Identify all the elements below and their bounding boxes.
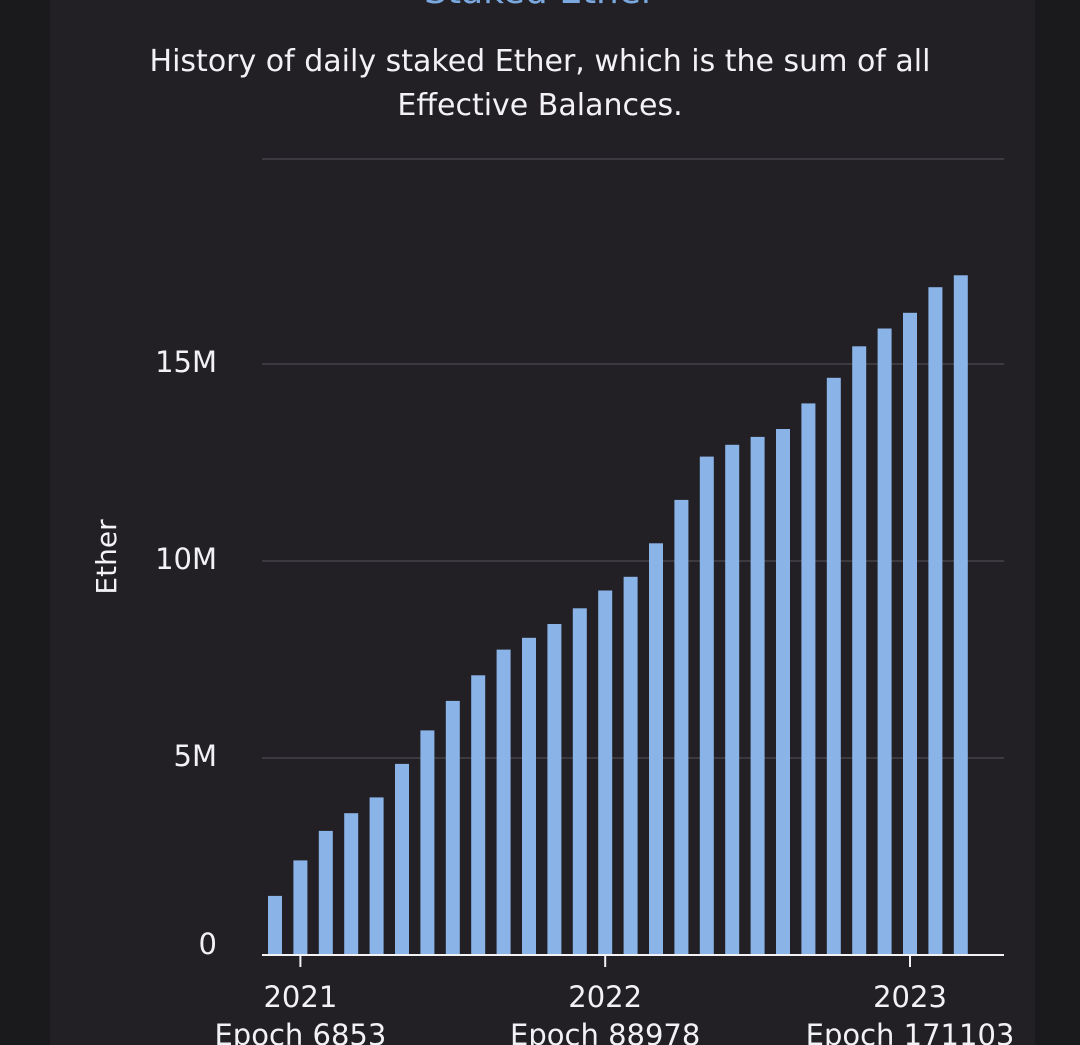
y-tick-label: 15M — [155, 345, 217, 379]
bar — [395, 763, 409, 955]
bar — [623, 576, 638, 955]
bar — [420, 730, 435, 955]
x-tick-epoch-label: Epoch 6853 — [214, 1018, 386, 1045]
x-tick-year-label: 2023 — [873, 980, 947, 1014]
bar — [776, 429, 790, 955]
bar — [928, 287, 943, 955]
bar — [877, 328, 892, 955]
bar — [522, 637, 536, 955]
bar — [445, 700, 460, 955]
bar — [369, 797, 384, 955]
bar — [699, 456, 714, 955]
bar — [471, 675, 486, 955]
bar — [725, 444, 740, 955]
chart-card — [50, 0, 1035, 1045]
bar — [547, 624, 562, 955]
bar — [953, 275, 968, 955]
bar — [496, 649, 511, 955]
x-tick-epoch-label: Epoch 171103 — [806, 1018, 1015, 1045]
y-tick-label: 0 — [199, 927, 217, 961]
bar — [344, 813, 359, 955]
x-tick-year-label: 2021 — [263, 980, 337, 1014]
bar — [572, 608, 587, 955]
bar — [801, 403, 816, 955]
bar — [649, 543, 663, 955]
bar — [852, 346, 867, 955]
bar — [903, 312, 917, 955]
x-axis: 2021 Epoch 6853 2022 Epoch 88978 2023 Epoch 1… — [214, 954, 1015, 1045]
bar — [268, 895, 282, 955]
chart-subtitle: History of daily staked Ether, which is … — [149, 44, 931, 123]
bar — [293, 860, 308, 955]
y-axis-ticks: 0 5M 10M 15M — [155, 345, 217, 961]
x-tick-year-label: 2022 — [568, 980, 642, 1014]
bars — [268, 275, 968, 955]
chart-title: Staked Ether — [0, 0, 1080, 10]
bar — [598, 590, 613, 955]
bar — [318, 830, 333, 955]
y-tick-label: 5M — [174, 739, 217, 773]
y-axis-label: Ether — [90, 519, 123, 595]
bar — [750, 436, 765, 955]
bar — [674, 499, 689, 955]
bar — [826, 377, 841, 955]
y-tick-label: 10M — [155, 542, 217, 576]
x-tick-epoch-label: Epoch 88978 — [510, 1018, 700, 1045]
